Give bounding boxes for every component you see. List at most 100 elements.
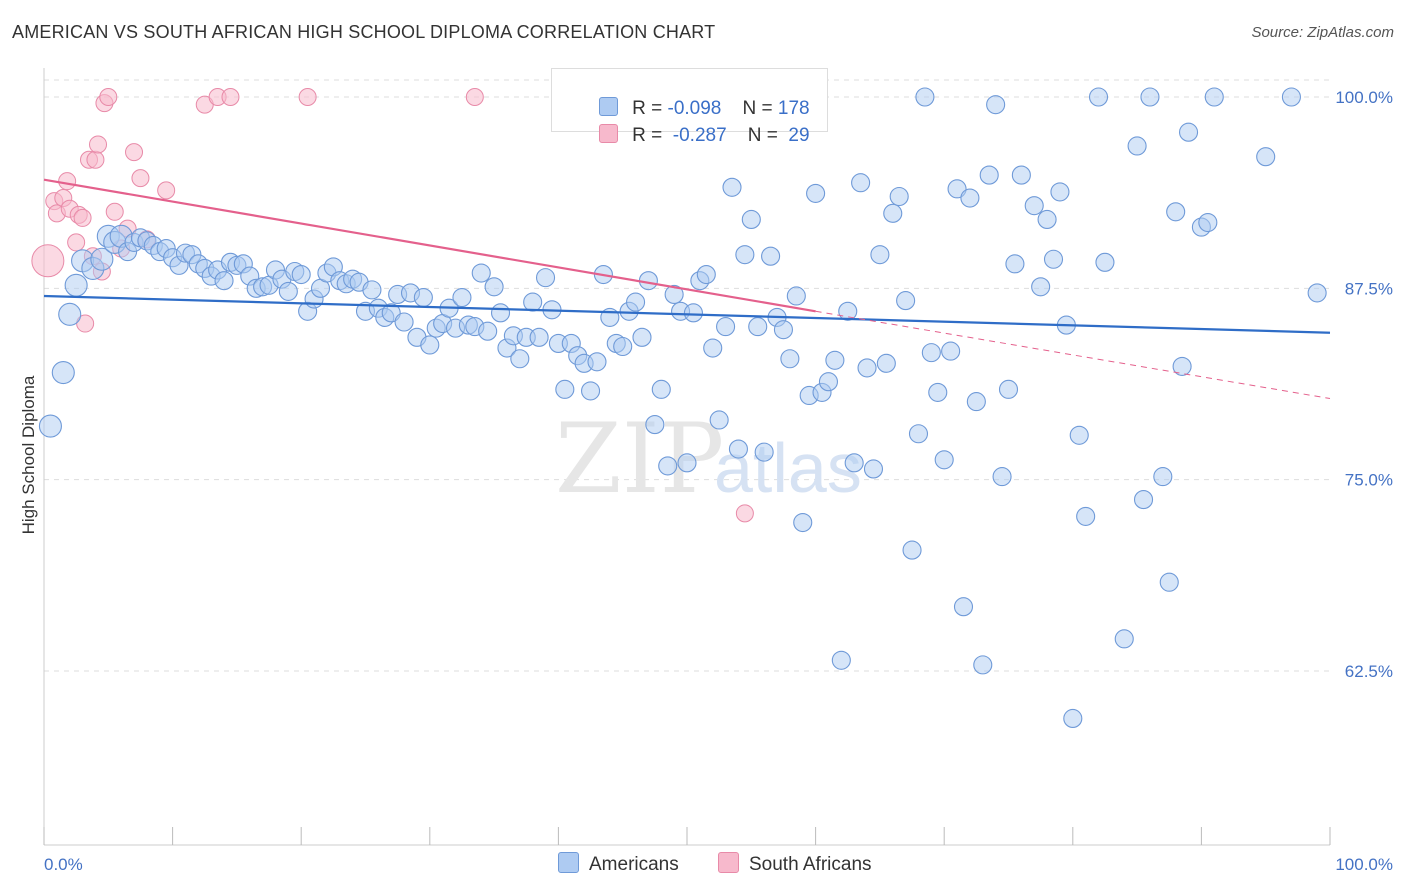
americans-point [1063,708,1083,729]
americans-point [580,381,601,401]
americans-point [902,540,922,560]
americans-point [992,467,1012,487]
americans-point [1256,147,1276,167]
americans-point [857,358,877,378]
americans-point [696,265,716,285]
americans-point [863,459,884,479]
americans-point [90,247,114,271]
watermark: ZIP atlas [555,403,862,515]
americans-point [928,382,948,402]
americans-point [960,188,980,208]
americans-point [658,456,678,476]
americans-point [1076,506,1096,526]
americans-point [761,246,781,266]
legend-label-americans: Americans [589,854,679,875]
americans-point [1172,356,1192,376]
south-africans-trend-extension [815,310,1331,400]
americans-point [523,292,543,312]
americans-point [831,650,851,670]
americans-point [632,327,652,347]
south-africans-point [86,150,105,169]
americans-point [664,284,684,305]
americans-point [683,303,703,323]
legend-n-label: N = [747,125,784,146]
americans-point [825,350,845,370]
americans-point [838,301,858,321]
americans-point [1031,277,1051,297]
americans-point [1088,87,1109,107]
americans-point [741,209,761,230]
y-tick-label: 75.0% [1345,471,1393,490]
americans-point [38,414,62,438]
americans-point [1198,212,1218,233]
americans-point [452,287,472,308]
x-tick-label: 0.0% [44,855,83,874]
americans-point [1095,252,1115,272]
americans-point [941,341,961,361]
americans-point [793,512,813,533]
americans-point [420,335,440,355]
americans-point [966,392,986,412]
americans-point [1050,182,1070,202]
south-africans-point [73,208,92,227]
americans-point [626,292,646,312]
americans-point [381,303,401,323]
americans-point [278,281,298,301]
americans-point [754,442,774,462]
americans-point [1069,425,1089,445]
americans-point [1140,87,1160,107]
south-africans-point [221,88,240,106]
americans-point [1127,136,1147,156]
legend-label-south-africans: South Africans [749,854,872,875]
americans-point [478,321,498,341]
americans-point [1024,196,1044,216]
americans-point [555,379,575,399]
americans-point [773,320,794,340]
south-africans-point [105,202,124,221]
americans-point [1166,202,1186,222]
legend-row-south-africans: R = -0.287 N = 29 [578,102,810,146]
americans-point [947,179,967,199]
south-africans-point [58,172,77,191]
source-label: Source: ZipAtlas.com [1251,24,1394,41]
americans-point [1204,87,1224,107]
americans-point [510,349,530,369]
legend-item-americans[interactable]: Americans [558,852,679,876]
y-tick-label: 100.0% [1335,88,1393,107]
americans-point [786,286,806,306]
americans-point [51,360,75,385]
south-africans-point [735,504,754,523]
americans-point [613,336,633,357]
south-africans-point [31,244,65,278]
americans-point [716,317,736,337]
americans-point [806,183,826,203]
americans-point [645,415,665,435]
americans-point [703,338,723,358]
legend-n-label: N = [742,98,778,119]
y-tick-label: 62.5% [1345,662,1393,681]
south-africans-point [89,135,108,154]
americans-points [38,87,1327,729]
americans-point [1153,467,1173,487]
americans-point [529,327,549,347]
americans-point [535,268,556,288]
americans-point [870,245,890,265]
south-africans-point [131,169,150,188]
legend-n-value: 178 [777,98,810,119]
americans-point [413,287,433,308]
americans-point [934,450,954,470]
americans-point [979,165,999,185]
americans-point [471,263,491,283]
south-africans-swatch [599,124,619,143]
americans-point [986,95,1006,115]
americans-point [1037,209,1057,230]
legend-n-value: 29 [783,125,810,146]
americans-point [973,655,993,675]
south-africans-point [298,88,317,106]
americans-point [1133,490,1154,510]
americans-point [394,312,414,332]
americans-point [1307,283,1327,303]
legend-item-south-africans[interactable]: South Africans [718,852,872,876]
americans-point [876,353,896,373]
